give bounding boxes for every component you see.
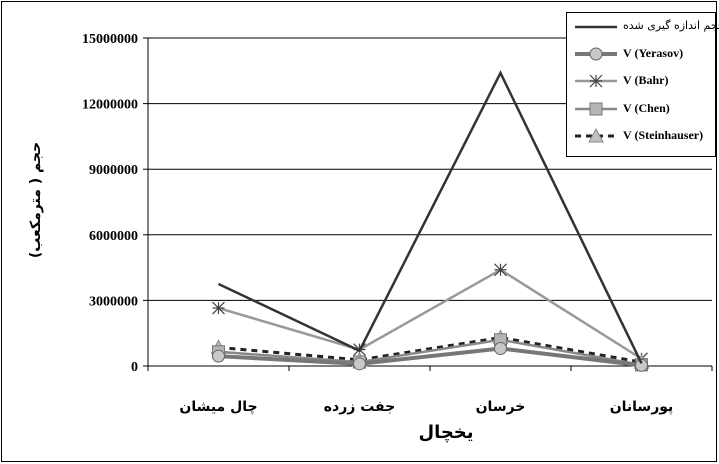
y-tick-label: 15000000: [82, 32, 138, 47]
legend-swatch: [575, 102, 617, 116]
legend-swatch-marker: [589, 74, 603, 88]
x-axis-title: یخچال: [418, 422, 473, 443]
legend-swatch-marker: [589, 102, 603, 116]
y-tick-label: 6000000: [89, 229, 138, 244]
y-tick-label: 0: [131, 360, 138, 375]
legend-item: V (Steinhauser): [573, 126, 713, 146]
data-point: [635, 358, 648, 372]
legend-swatch: [575, 74, 617, 88]
legend: حجم اندازه گیری شده V (Yerasov) V (Bahr)…: [566, 12, 719, 157]
data-point: [212, 301, 225, 315]
legend-item: V (Bahr): [573, 71, 713, 91]
axes: [143, 37, 713, 371]
y-tick-label: 12000000: [82, 98, 138, 113]
legend-item: V (Yerasov): [573, 44, 713, 64]
x-tick-label: جفت زرده: [324, 399, 395, 415]
series-0: [217, 70, 643, 364]
data-point: [353, 357, 366, 371]
x-tick-labels: چال میشان جفت زرده خرسان پورسانان: [179, 399, 673, 415]
y-tick-label: 3000000: [89, 294, 138, 309]
x-tick-label: چال میشان: [179, 399, 257, 415]
legend-label: حجم اندازه گیری شده: [623, 19, 719, 32]
series-line: [218, 346, 642, 368]
legend-item: V (Chen): [573, 99, 713, 119]
series-line: [218, 268, 643, 360]
series-lines: [210, 70, 650, 372]
legend-label: V (Bahr): [623, 73, 669, 87]
y-tick-labels: 0 3000000 6000000 9000000 12000000 15000000: [82, 32, 138, 375]
legend-swatch-marker: [589, 47, 603, 61]
x-tick-label: پورسانان: [610, 399, 674, 415]
x-tick-label: خرسان: [476, 399, 526, 415]
legend-label: V (Steinhauser): [623, 128, 704, 142]
series-line: [218, 336, 642, 364]
legend-label: V (Chen): [623, 101, 670, 115]
legend-swatch: [575, 25, 617, 29]
legend-swatch: [575, 47, 617, 61]
data-point: [494, 342, 507, 356]
series-4: [210, 329, 650, 369]
legend-swatch-marker: [588, 127, 604, 143]
data-point: [212, 349, 225, 363]
y-tick-label: 9000000: [89, 163, 138, 178]
series-line: [217, 70, 643, 364]
data-point: [494, 263, 507, 277]
series-line: [218, 338, 642, 367]
legend-label: V (Yerasov): [623, 46, 684, 60]
y-axis-title: حجم ( مترمکعب): [28, 142, 44, 258]
legend-swatch: [575, 127, 617, 143]
legend-item: حجم اندازه گیری شده: [573, 17, 719, 37]
series-2: [212, 263, 648, 366]
series-1: [212, 342, 648, 372]
